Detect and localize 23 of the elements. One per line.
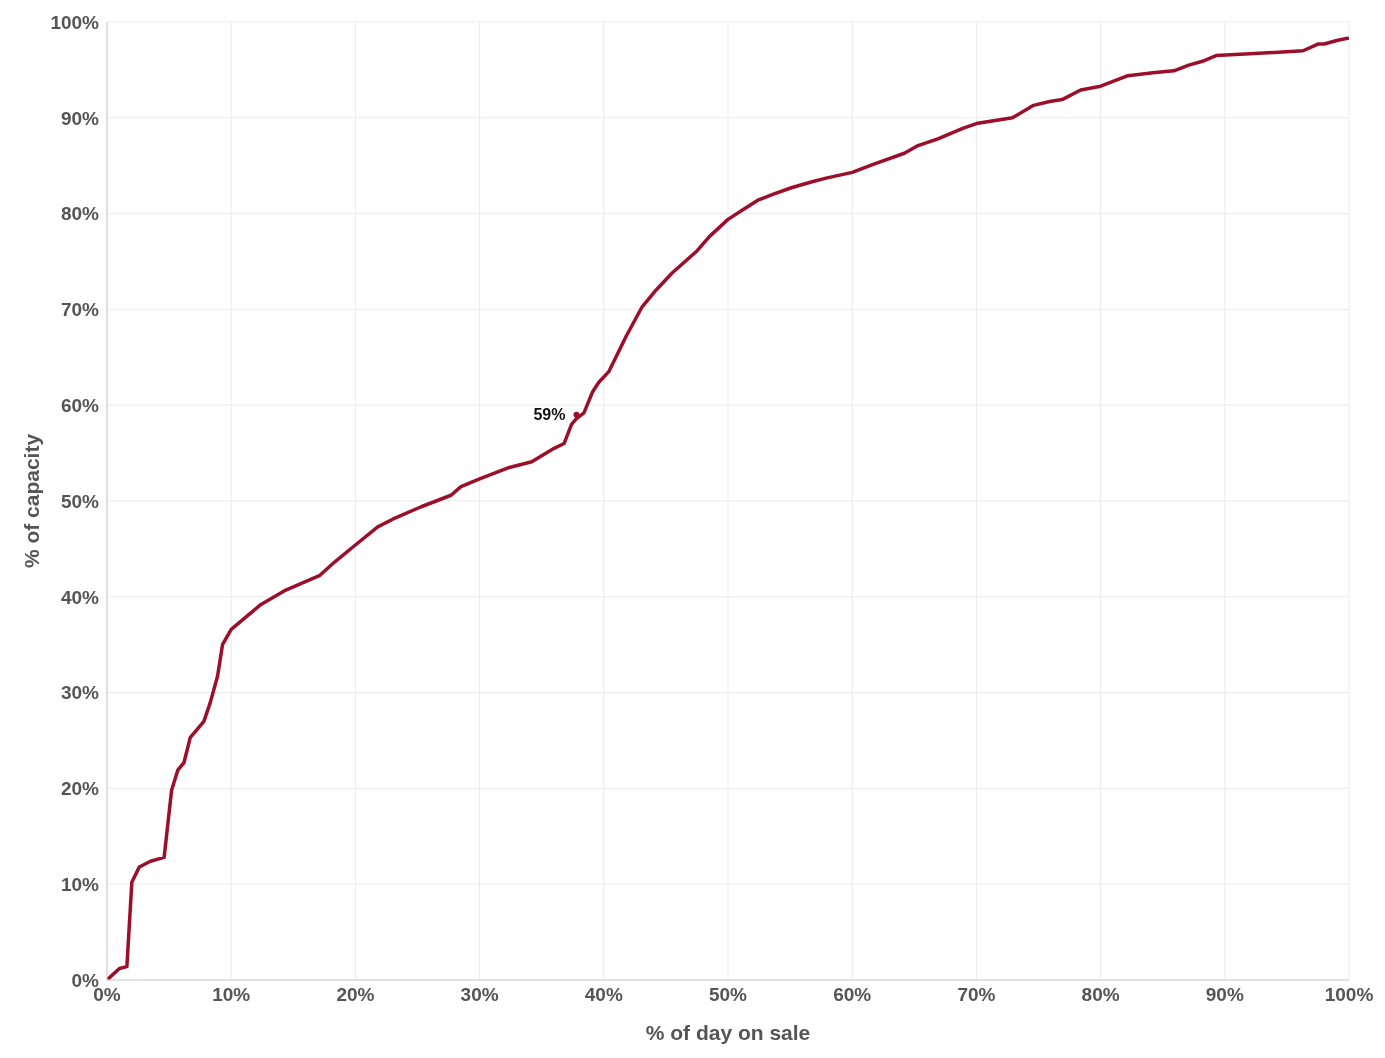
x-tick-label: 80% [1081,984,1120,1006]
x-tick-label: 70% [957,984,996,1006]
x-tick-label: 20% [336,984,375,1006]
y-tick-label: 20% [60,778,100,800]
x-tick-label: 100% [1324,984,1374,1006]
y-tick-label: 100% [50,11,100,33]
x-tick-label: 40% [584,984,623,1006]
x-tick-label: 30% [460,984,499,1006]
y-tick-label: 10% [60,873,100,895]
x-tick-label: 10% [212,984,251,1006]
x-tick-label: 90% [1205,984,1244,1006]
y-tick-label: 40% [60,586,100,608]
x-tick-label: 60% [833,984,872,1006]
y-tick-label: 60% [60,394,100,416]
y-tick-label: 30% [60,682,100,704]
y-tick-label: 70% [60,299,100,321]
annotation: 59% [533,406,566,424]
y-axis-title: % of capacity [20,433,44,569]
y-tick-label: 80% [60,203,100,225]
y-tick-label: 90% [60,107,100,129]
x-axis-title: % of day on sale [645,1021,811,1044]
y-tick-label: 50% [60,490,100,512]
x-tick-label: 50% [708,984,748,1006]
